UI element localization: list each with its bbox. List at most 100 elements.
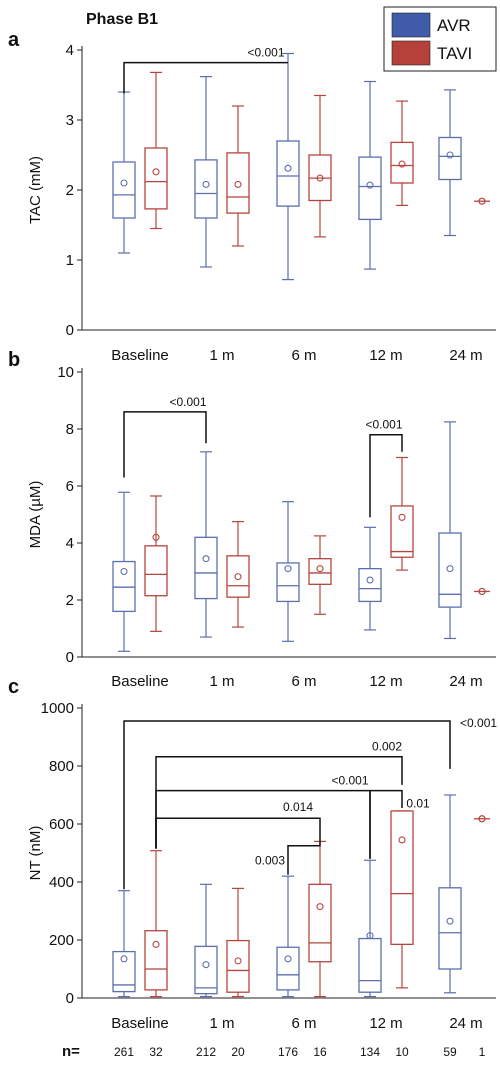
legend-label-tavi: TAVI <box>437 44 472 63</box>
box-avr <box>438 887 462 970</box>
legend-label-avr: AVR <box>437 16 471 35</box>
n-value: 1 <box>479 1045 486 1059</box>
mean-marker <box>202 555 210 563</box>
x-tick-label: 24 m <box>449 673 482 690</box>
mean-marker <box>398 160 406 168</box>
legend-swatch-avr <box>391 12 431 38</box>
mean-marker <box>152 168 160 176</box>
box-tavi <box>390 505 414 558</box>
x-tick-label: 1 m <box>209 673 234 690</box>
mean-marker <box>316 174 324 182</box>
x-tick-label: 6 m <box>291 1015 316 1032</box>
significance-bracket <box>155 789 371 859</box>
legend-swatch-tavi <box>391 40 431 66</box>
x-tick-label: 12 m <box>369 673 402 690</box>
panel-c: 0 200 400 600 800 1000 NT (nM) Baseline 1 m 6 m 12… <box>27 700 497 1032</box>
n-value: 16 <box>313 1045 327 1059</box>
mean-marker <box>284 164 292 172</box>
box-avr <box>112 161 136 219</box>
y-tick-label: 6 <box>66 478 74 495</box>
x-tick-label: Baseline <box>111 1015 169 1032</box>
box-tavi <box>226 939 250 993</box>
box-avr <box>276 562 300 603</box>
mean-marker <box>316 903 324 911</box>
panel-letter-c: c <box>8 676 19 698</box>
significance-bracket <box>369 433 403 518</box>
box-avr <box>194 159 218 219</box>
box-avr <box>112 950 136 993</box>
y-tick-label: 8 <box>66 421 74 438</box>
p-value-label: <0.001 <box>247 46 284 60</box>
significance-bracket <box>123 720 451 890</box>
mean-marker <box>202 180 210 188</box>
y-tick-label: 400 <box>49 874 74 891</box>
mean-marker <box>398 513 406 521</box>
box-avr <box>276 946 300 991</box>
significance-bracket <box>155 755 403 849</box>
x-tick-label: 6 m <box>291 673 316 690</box>
mean-marker <box>366 576 374 584</box>
box-tavi <box>144 545 168 597</box>
mean-marker <box>284 955 292 963</box>
p-value-label: <0.001 <box>365 418 402 432</box>
y-tick-label: 10 <box>57 364 74 381</box>
mean-marker <box>152 940 160 948</box>
mean-marker <box>446 151 454 159</box>
box-avr <box>438 532 462 608</box>
x-tick-label: 1 m <box>209 347 234 364</box>
y-tick-label: 3 <box>66 112 74 129</box>
y-tick-label: 4 <box>66 42 74 59</box>
box-avr <box>358 937 382 993</box>
significance-bracket <box>287 837 321 875</box>
y-axis-title: MDA (µM) <box>27 481 44 549</box>
mean-marker <box>152 533 160 541</box>
box-avr <box>194 536 218 600</box>
mean-marker <box>478 197 486 205</box>
phase-label: Phase B1 <box>86 11 158 28</box>
box-tavi <box>144 147 168 210</box>
panel-a: 0 1 2 3 4 TAC (mM) Baseline 1 m 6 m 12 m 24 m <0.00… <box>27 42 496 364</box>
mean-marker <box>284 565 292 573</box>
y-axis-title: TAC (mM) <box>27 156 44 224</box>
y-axis-title: NT (nM) <box>27 826 44 881</box>
n-values: 261 32 212 20 176 16 134 10 59 1 <box>114 1045 486 1059</box>
n-value: 212 <box>196 1045 216 1059</box>
mean-marker <box>478 815 486 823</box>
y-tick-label: 2 <box>66 182 74 199</box>
significance-bracket <box>369 789 403 859</box>
significance-bracket <box>123 411 207 478</box>
y-tick-label: 0 <box>66 322 74 339</box>
box-tavi <box>226 555 250 598</box>
box-tavi <box>308 883 332 963</box>
x-tick-label: Baseline <box>111 347 169 364</box>
mean-marker <box>234 957 242 965</box>
y-tick-label: 800 <box>49 758 74 775</box>
mean-marker <box>366 181 374 189</box>
x-tick-label: 12 m <box>369 1015 402 1032</box>
n-value: 134 <box>360 1045 380 1059</box>
mean-marker <box>202 961 210 969</box>
p-value-label: <0.001 <box>331 774 368 788</box>
box-avr <box>112 560 136 613</box>
panel-letter-b: b <box>8 349 20 371</box>
y-tick-label: 0 <box>66 990 74 1007</box>
significance-bracket <box>155 817 321 849</box>
mean-marker <box>234 180 242 188</box>
box-avr <box>276 140 300 207</box>
x-tick-label: 24 m <box>449 347 482 364</box>
p-value-label: 0.014 <box>283 800 313 814</box>
mean-marker <box>446 565 454 573</box>
box-avr <box>358 568 382 603</box>
mean-marker <box>120 955 128 963</box>
p-value-label: <0.001 <box>460 716 497 730</box>
box-avr <box>194 945 218 995</box>
n-value: 10 <box>395 1045 409 1059</box>
significance-bracket <box>123 61 288 94</box>
mean-marker <box>478 587 486 596</box>
box-tavi <box>390 141 414 184</box>
y-tick-label: 2 <box>66 592 74 609</box>
n-value: 32 <box>149 1045 163 1059</box>
mean-marker <box>120 567 128 576</box>
y-tick-label: 0 <box>66 649 74 666</box>
panel-letter-a: a <box>8 29 20 51</box>
